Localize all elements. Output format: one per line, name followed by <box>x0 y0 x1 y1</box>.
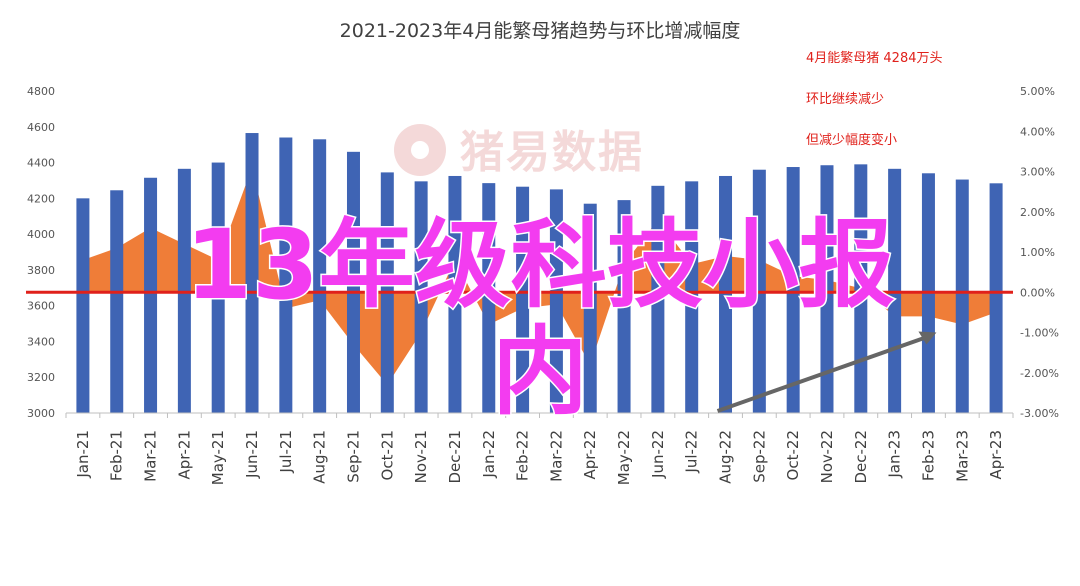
bar <box>245 133 259 414</box>
x-tick-label: Dec-21 <box>446 430 464 484</box>
watermark-text: 猪易数据 <box>460 127 644 178</box>
annotation-text: 4月能繁母猪 4284万头 <box>806 50 943 66</box>
bar <box>211 162 225 413</box>
bar <box>516 186 530 413</box>
x-tick-label: Aug-21 <box>311 430 329 484</box>
y-left-tick-label: 3800 <box>27 264 55 277</box>
x-tick-label: Aug-22 <box>717 430 735 484</box>
bar <box>76 198 90 413</box>
x-tick-label: Jun-22 <box>649 430 667 479</box>
bar <box>482 183 496 413</box>
x-tick-label: May-22 <box>615 430 633 485</box>
x-tick-label: Feb-21 <box>108 430 126 481</box>
x-tick-label: Jun-21 <box>243 430 261 479</box>
bar <box>685 181 699 413</box>
trend-arrow <box>716 331 937 413</box>
x-tick-label: Apr-21 <box>175 430 193 480</box>
y-right-tick-label: 0.00% <box>1020 286 1055 299</box>
y-right-tick-label: -2.00% <box>1020 367 1059 380</box>
bar <box>786 167 800 413</box>
bar <box>279 137 293 413</box>
x-tick-label: Apr-23 <box>987 430 1005 480</box>
x-tick-label: Feb-22 <box>514 430 532 481</box>
overlay-text-line2: 内 <box>492 316 588 428</box>
y-right-tick-label: 2.00% <box>1020 206 1055 219</box>
x-tick-label: Nov-21 <box>412 430 430 483</box>
x-tick-label: Oct-22 <box>784 430 802 480</box>
bar <box>346 151 360 414</box>
axes: 3000 3200 3400 3600 3800 4000 4200 4400 4600 4800… <box>27 85 1059 485</box>
y-left-tick-label: 3200 <box>27 371 55 384</box>
x-tick-label: Sep-22 <box>750 430 768 483</box>
x-tick-label: Mar-22 <box>547 430 565 482</box>
bar <box>989 183 1003 413</box>
bar-series <box>76 133 1003 414</box>
bar <box>583 203 597 413</box>
y-left-tick-label: 4800 <box>27 85 55 98</box>
bar <box>651 185 665 413</box>
x-tick-label: Dec-22 <box>852 430 870 484</box>
chart-title: 2021-2023年4月能繁母猪趋势与环比增减幅度 <box>340 20 741 42</box>
x-tick-label: Nov-22 <box>818 430 836 483</box>
bar <box>820 165 834 413</box>
y-right-tick-label: 3.00% <box>1020 166 1055 179</box>
x-tick-label: Mar-21 <box>142 430 160 482</box>
x-tick-label: Jan-21 <box>74 430 92 479</box>
y-right-tick-label: 5.00% <box>1020 85 1055 98</box>
y-right-tick-label: -3.00% <box>1020 407 1059 420</box>
arrow-shaft <box>716 334 930 413</box>
y-left-tick-label: 4400 <box>27 157 55 170</box>
bar <box>414 181 428 413</box>
x-tick-label: Sep-21 <box>344 430 362 483</box>
x-tick-label: May-21 <box>209 430 227 485</box>
y-right-tick-label: -1.00% <box>1020 327 1059 340</box>
y-left-tick-label: 4200 <box>27 192 55 205</box>
x-tick-label: Jan-23 <box>886 430 904 479</box>
x-tick-label: Apr-22 <box>581 430 599 480</box>
bar <box>719 175 733 413</box>
y-left-tick-label: 3000 <box>27 407 55 420</box>
watermark: 猪易数据 <box>394 124 644 178</box>
annotation-text: 环比继续减少 <box>806 92 884 107</box>
x-tick-label: Jul-22 <box>683 430 701 474</box>
y-left-tick-label: 3400 <box>27 335 55 348</box>
bar <box>549 189 563 413</box>
y-left-tick-label: 4600 <box>27 121 55 134</box>
bar <box>448 175 462 413</box>
area-series <box>82 167 997 385</box>
y-right-tick-label: 1.00% <box>1020 246 1055 259</box>
bar <box>854 164 868 413</box>
area-path <box>82 167 997 385</box>
bar <box>617 200 631 413</box>
overlay-text-line1: 13年级科技小报 <box>185 209 895 321</box>
x-tick-label: Oct-21 <box>378 430 396 480</box>
bar <box>110 190 124 413</box>
x-tick-label: Jan-22 <box>480 430 498 479</box>
y-left-tick-label: 3600 <box>27 300 55 313</box>
x-tick-label: Feb-23 <box>919 430 937 481</box>
arrow-head-icon <box>918 331 937 345</box>
y-left-tick-label: 4000 <box>27 228 55 241</box>
x-tick-label: Jul-21 <box>277 430 295 474</box>
bar <box>955 179 969 413</box>
bar <box>144 177 158 413</box>
y-right-tick-label: 4.00% <box>1020 125 1055 138</box>
bar <box>313 139 327 414</box>
x-tick-label: Mar-23 <box>953 430 971 482</box>
annotation-text: 但减少幅度变小 <box>806 132 897 148</box>
